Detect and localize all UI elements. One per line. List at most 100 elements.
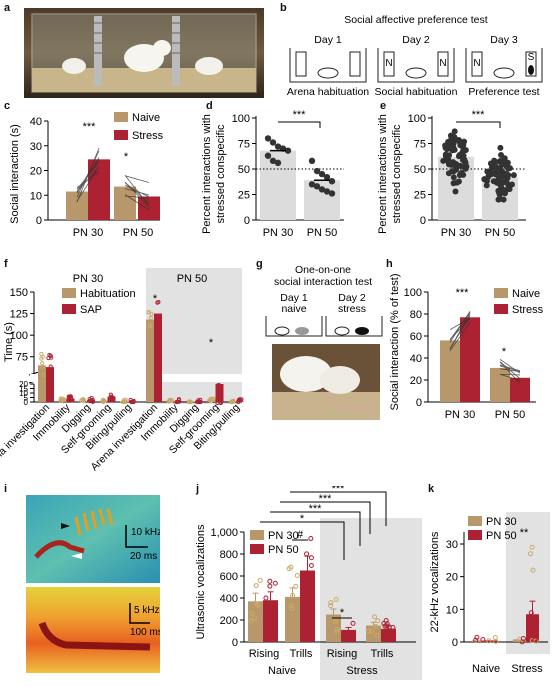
- chart-f-significance: *: [153, 293, 158, 305]
- chart-j-xtick: Rising: [249, 648, 280, 660]
- g-day1-condition: naive: [281, 303, 306, 315]
- cage-letter-n: N: [385, 58, 392, 69]
- axis-break-gap: [30, 374, 246, 382]
- legend-sap-swatch: [62, 304, 76, 314]
- chart-c-xtick: PN 50: [123, 227, 154, 239]
- bar-pn50: [300, 571, 315, 643]
- chart-j-group: Naive: [268, 665, 296, 677]
- data-point: [445, 157, 451, 163]
- chart-d-xtick: PN 50: [307, 227, 338, 239]
- group-label-pn30: PN 30: [73, 273, 104, 285]
- legend-pn30-swatch: [250, 530, 264, 540]
- chart-d-ylabel-1: Percent interactions with: [201, 114, 213, 234]
- y-tick-label: 200: [220, 615, 238, 627]
- legend-habituation-swatch: [62, 288, 76, 298]
- data-point: [456, 153, 462, 159]
- data-point: [491, 158, 497, 164]
- chart-h-xtick: PN 50: [495, 409, 526, 421]
- data-point: [452, 128, 458, 134]
- chart-k-xtick: Naive: [472, 663, 500, 675]
- y-tick-label: 150: [10, 287, 28, 299]
- data-point: [503, 160, 509, 166]
- cage-letter-n: N: [439, 58, 446, 69]
- legend-stress-label: Stress: [132, 130, 164, 142]
- chart-j-significance: *: [340, 607, 345, 619]
- y-tick-label: 1,000: [210, 527, 238, 539]
- y-tick-label: 25: [238, 190, 250, 202]
- data-point: [457, 172, 463, 178]
- bar-pn30: [248, 601, 263, 642]
- y-tick-label: 100: [10, 330, 28, 342]
- y-tick-label: 0: [416, 397, 422, 409]
- bar-naive: [114, 187, 136, 220]
- bar-pn50: [526, 614, 539, 642]
- day2-label: Day 2: [402, 34, 430, 46]
- sap-title: Social affective preference test: [344, 14, 487, 26]
- group-label-pn50: PN 50: [177, 273, 208, 285]
- legend-pn30-label: PN 30: [268, 530, 299, 542]
- g-title-line1: One-on-one: [295, 264, 351, 276]
- y-tick-label: 0: [452, 637, 458, 649]
- g-title-line2: social interaction test: [274, 276, 372, 288]
- day1-label: Day 1: [314, 34, 342, 46]
- y-tick-label: 80: [410, 309, 422, 321]
- chart-k-ylabel: 22-kHz vocalizations: [429, 531, 441, 632]
- data-point: [275, 160, 281, 166]
- data-point: [446, 170, 452, 176]
- data-point: [452, 188, 458, 194]
- bar-naive: [66, 192, 88, 220]
- panel-label-a: a: [4, 2, 10, 14]
- data-point: [273, 581, 277, 585]
- legend-pn30-swatch: [468, 516, 482, 526]
- bar-stress: [88, 159, 110, 220]
- y-tick-label: 20: [19, 380, 28, 389]
- chart-j-group: Stress: [346, 665, 378, 677]
- chart-e-significance: ***: [472, 109, 486, 121]
- legend-stress-swatch: [494, 304, 508, 314]
- bar-habituation: [38, 365, 46, 402]
- y-tick-label: 10: [446, 604, 458, 616]
- bar-sap: [46, 367, 54, 402]
- y-tick-label: 20: [410, 375, 422, 387]
- chart-c-significance: ***: [83, 121, 97, 133]
- data-point: [268, 579, 272, 583]
- legend-naive-label: Naive: [512, 288, 540, 300]
- bar-pn50: [381, 629, 396, 642]
- chart-d-ylabel-2: stressed conspecific: [215, 124, 227, 224]
- data-point: [264, 596, 268, 600]
- sig-bracket: [278, 122, 320, 128]
- legend-stress-swatch: [114, 130, 128, 140]
- cage-letter-n: N: [473, 58, 480, 69]
- day3-label: Day 3: [490, 34, 518, 46]
- legend-pn50-label: PN 50: [268, 544, 299, 556]
- data-point: [305, 552, 309, 556]
- bar-habituation: [146, 320, 154, 402]
- caption-social-habituation: Social habituation: [375, 86, 458, 98]
- data-point: [457, 163, 463, 169]
- data-point: [454, 180, 460, 186]
- legend-naive-swatch: [494, 288, 508, 298]
- chart-c-ylabel: Social interaction (s): [9, 124, 21, 224]
- chart-h-ylabel: Social interaction (% of test): [389, 274, 401, 411]
- y-tick-label: 125: [10, 309, 28, 321]
- y-tick-label: 0: [420, 215, 426, 227]
- chart-j-significance: *: [300, 513, 305, 525]
- sig-bracket: [456, 122, 500, 128]
- data-point: [295, 573, 299, 577]
- legend-pn50-swatch: [250, 544, 264, 554]
- panel-label-i: i: [4, 483, 7, 495]
- y-tick-label: 20: [446, 572, 458, 584]
- data-point: [511, 172, 517, 178]
- chart-d-xtick: PN 30: [263, 227, 294, 239]
- chart-e-ylabel-1: Percent interactions with: [377, 114, 389, 234]
- caption-preference-test: Preference test: [468, 86, 539, 98]
- data-point: [309, 158, 315, 164]
- legend-naive-swatch: [114, 112, 128, 122]
- cage-photo: [24, 8, 264, 98]
- bar-pn50: [263, 600, 278, 642]
- y-tick-label: 0: [36, 215, 42, 227]
- data-point: [309, 556, 313, 560]
